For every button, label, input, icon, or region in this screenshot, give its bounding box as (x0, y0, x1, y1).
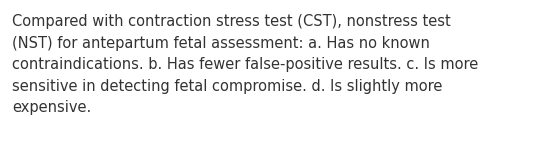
Text: Compared with contraction stress test (CST), nonstress test
(NST) for antepartum: Compared with contraction stress test (C… (12, 14, 478, 115)
